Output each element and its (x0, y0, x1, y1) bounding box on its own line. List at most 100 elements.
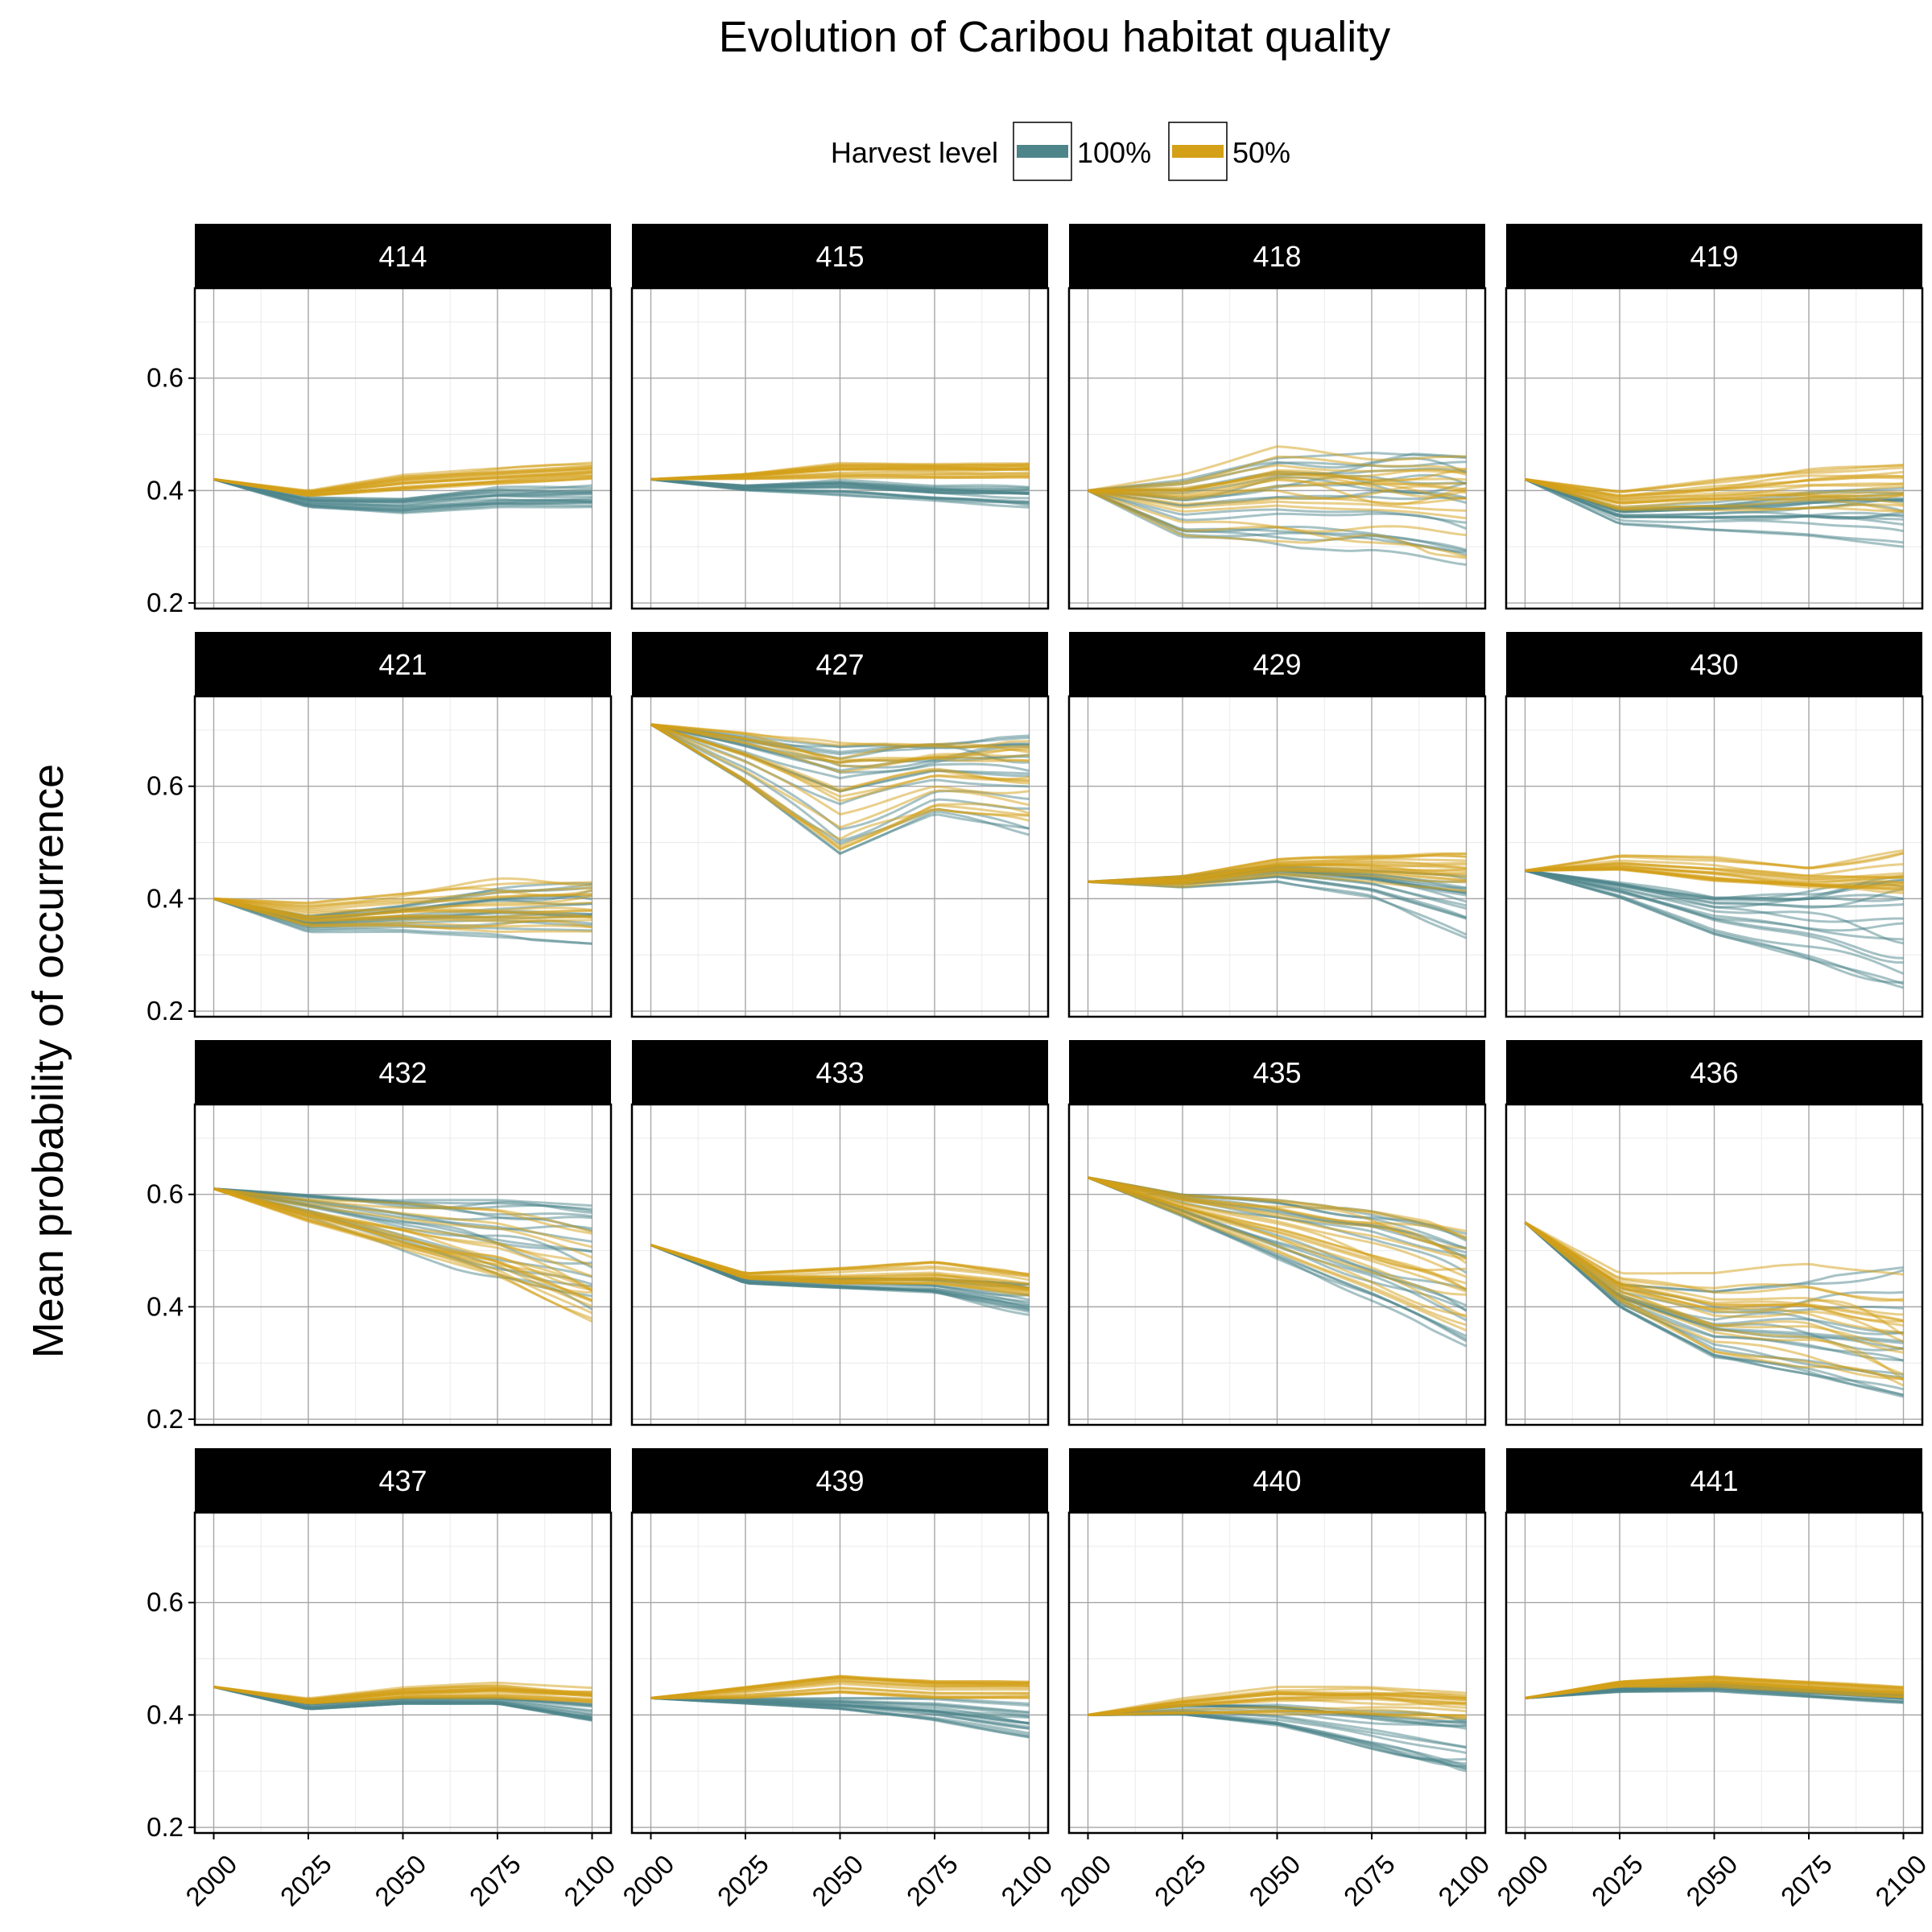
series-line (1525, 867, 1904, 887)
facet-panel-433: 433 (630, 1040, 1050, 1426)
series-line (650, 723, 1030, 841)
series-50% (1087, 445, 1467, 559)
series-line (1525, 1681, 1904, 1699)
y-axis-label: Mean probability of occurrence (24, 764, 72, 1358)
facet-strip (1506, 224, 1922, 288)
grid-major (195, 288, 611, 609)
series-line (1524, 1221, 1904, 1276)
grid-minor (632, 1104, 1048, 1425)
x-tick-label: 2025 (275, 1849, 337, 1912)
series-line (213, 897, 592, 921)
x-tick-label: 2100 (995, 1849, 1058, 1912)
series-50% (213, 1681, 592, 1705)
facet-strip (632, 632, 1048, 696)
series-50% (1088, 1686, 1467, 1720)
series-line (1524, 477, 1904, 520)
series-line (1088, 873, 1467, 893)
series-line (1525, 1690, 1904, 1704)
series-line (213, 1187, 592, 1267)
panel-border (193, 695, 613, 1018)
series-50% (1088, 852, 1467, 893)
panel-border (193, 287, 613, 610)
x-tick-label: 2050 (806, 1849, 869, 1912)
series-line (650, 1680, 1030, 1699)
y-tick-label: 0.4 (147, 475, 184, 505)
series-line (213, 887, 592, 907)
legend-title: Harvest level (831, 136, 998, 169)
x-tick-label: 2025 (1149, 1849, 1212, 1912)
series-line (1525, 859, 1904, 877)
series-line (213, 881, 592, 905)
y-tick-label: 0.2 (147, 1404, 184, 1434)
series-line (1088, 864, 1467, 883)
x-tick-label: 2025 (712, 1849, 774, 1912)
x-tick-label: 2075 (901, 1849, 964, 1912)
facet-label: 430 (1690, 648, 1738, 681)
x-tick-label: 2050 (1680, 1849, 1743, 1912)
series-50% (650, 723, 1030, 852)
y-tick-label: 0.2 (147, 1812, 184, 1842)
facet-strip (195, 632, 611, 696)
grid-major (1506, 1104, 1922, 1425)
series-line (650, 723, 1030, 791)
grid-major (632, 1104, 1048, 1425)
series-line (1088, 469, 1467, 492)
series-50% (213, 1187, 593, 1323)
facet-label: 441 (1690, 1464, 1738, 1497)
facet-label: 439 (815, 1464, 864, 1497)
series-line (1525, 477, 1904, 502)
series-line (650, 723, 1030, 799)
facet-label: 421 (378, 648, 427, 681)
series-line (1088, 1690, 1467, 1716)
facet-panel-418: 418 (1067, 224, 1487, 610)
series-line (1088, 489, 1468, 530)
series-line (1525, 477, 1904, 503)
grid-minor (1069, 1513, 1485, 1833)
y-tick-label: 0.6 (147, 1179, 184, 1209)
facet-panel-435: 435 (1067, 1040, 1487, 1426)
facet-panels: 414 0.2 0.4 0.6 415 418 419 421 0.2 0.4 0.6 427 429 4… (147, 224, 1932, 1912)
series-line (1088, 489, 1467, 520)
series-line (213, 477, 592, 497)
facet-panel-419: 419 (1505, 224, 1924, 610)
facet-label: 414 (378, 240, 427, 273)
grid-major (1069, 288, 1485, 609)
x-tick-label: 2000 (1054, 1849, 1117, 1912)
series-line (1088, 485, 1467, 501)
series-line (1525, 869, 1904, 902)
series-line (1524, 1221, 1905, 1336)
panel-border (1505, 695, 1924, 1018)
series-line (1524, 478, 1904, 533)
series-line (650, 1686, 1030, 1699)
series-line (213, 893, 592, 911)
facet-strip (1069, 632, 1485, 696)
x-tick-label: 2075 (464, 1849, 526, 1912)
facet-strip (1069, 1040, 1485, 1104)
facet-panel-440: 440 2000 2025 2050 2075 2100 (1054, 1448, 1495, 1912)
series-line (650, 723, 1030, 749)
facet-strip (632, 1040, 1048, 1104)
facet-label: 440 (1253, 1464, 1301, 1497)
facet-panel-415: 415 (630, 224, 1050, 610)
series-line (1524, 1221, 1904, 1376)
facet-label: 435 (1253, 1056, 1301, 1089)
series-line (213, 897, 592, 915)
series-line (1525, 475, 1904, 497)
facet-panel-421: 421 0.2 0.4 0.6 (147, 632, 613, 1026)
facet-panel-430: 430 (1505, 632, 1924, 1018)
facet-strip (1506, 632, 1922, 696)
x-tick-label: 2000 (1491, 1849, 1554, 1912)
y-tick-label: 0.2 (147, 996, 184, 1026)
series-line (1524, 1221, 1904, 1397)
y-tick-label: 0.4 (147, 1699, 184, 1729)
series-line (1525, 861, 1904, 879)
facet-panel-432: 432 0.2 0.4 0.6 (147, 1040, 613, 1434)
series-line (1088, 476, 1467, 498)
series-line (1525, 869, 1904, 985)
series-line (1087, 489, 1467, 559)
facet-strip (1069, 224, 1485, 288)
facet-panel-441: 441 2000 2025 2050 2075 2100 (1491, 1448, 1932, 1912)
series-line (1088, 445, 1467, 492)
x-tick-label: 2075 (1338, 1849, 1401, 1912)
series-line (650, 1677, 1030, 1699)
